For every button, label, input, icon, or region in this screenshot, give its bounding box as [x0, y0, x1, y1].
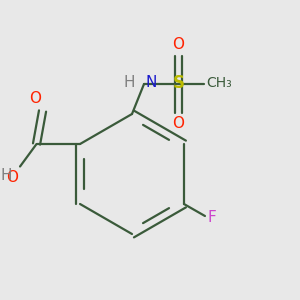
Text: O: O: [7, 169, 19, 184]
Text: O: O: [172, 116, 184, 131]
Text: O: O: [172, 37, 184, 52]
Text: F: F: [207, 210, 216, 225]
Text: H: H: [124, 75, 135, 90]
Text: H: H: [1, 168, 12, 183]
Text: O: O: [29, 91, 41, 106]
Text: CH₃: CH₃: [206, 76, 232, 90]
Text: N: N: [146, 75, 157, 90]
Text: S: S: [172, 74, 184, 92]
